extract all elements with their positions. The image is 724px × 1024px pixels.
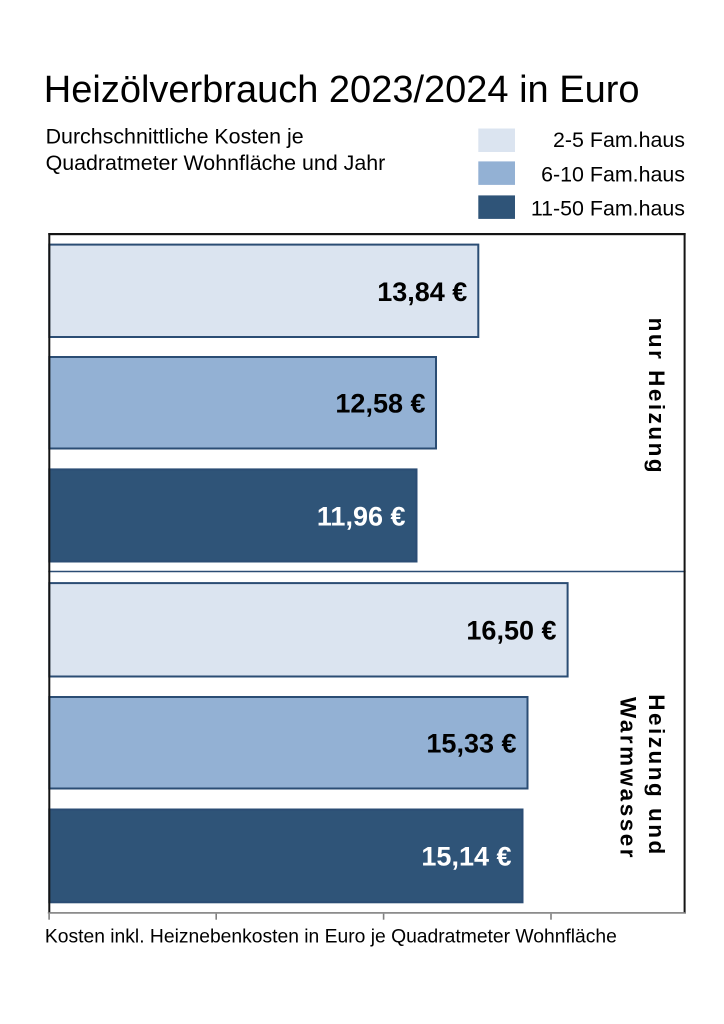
svg-text:11,96 €: 11,96 € bbox=[317, 501, 406, 531]
svg-text:Durchschnittliche Kosten je: Durchschnittliche Kosten je bbox=[46, 124, 304, 148]
svg-text:16,50 €: 16,50 € bbox=[466, 616, 556, 646]
svg-text:15,33 €: 15,33 € bbox=[426, 729, 516, 759]
svg-text:Heizölverbrauch 2023/2024 in E: Heizölverbrauch 2023/2024 in Euro bbox=[44, 69, 640, 111]
svg-text:Warmwasser: Warmwasser bbox=[615, 697, 640, 860]
svg-text:15,14 €: 15,14 € bbox=[421, 842, 511, 872]
svg-text:11-50 Fam.haus: 11-50 Fam.haus bbox=[531, 196, 685, 220]
svg-text:Heizung und: Heizung und bbox=[644, 694, 669, 856]
svg-text:13,84 €: 13,84 € bbox=[377, 277, 467, 307]
svg-text:12,58 €: 12,58 € bbox=[335, 389, 425, 419]
svg-text:Kosten inkl. Heiznebenkosten i: Kosten inkl. Heiznebenkosten in Euro je … bbox=[45, 926, 617, 947]
svg-text:6-10 Fam.haus: 6-10 Fam.haus bbox=[541, 162, 685, 186]
svg-text:2-5 Fam.haus: 2-5 Fam.haus bbox=[553, 128, 685, 152]
svg-text:nur Heizung: nur Heizung bbox=[644, 318, 669, 476]
svg-text:Quadratmeter Wohnfläche und Ja: Quadratmeter Wohnfläche und Jahr bbox=[46, 151, 386, 175]
